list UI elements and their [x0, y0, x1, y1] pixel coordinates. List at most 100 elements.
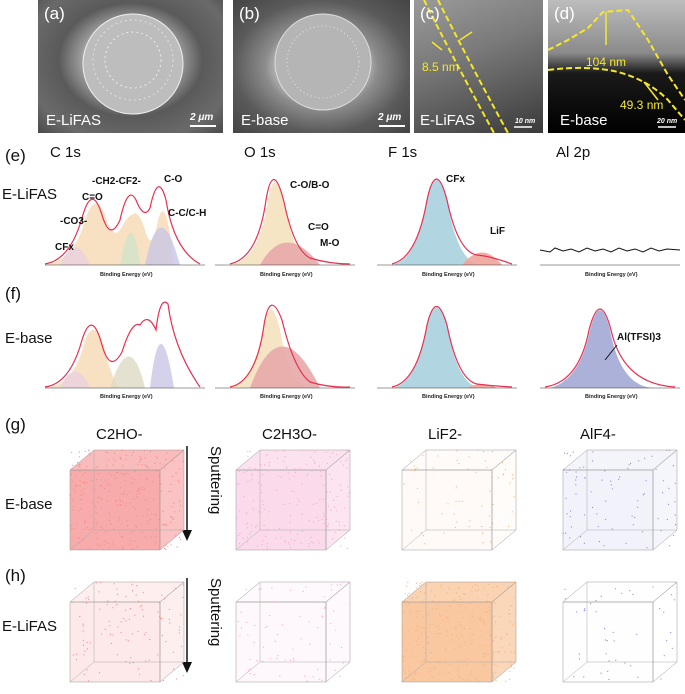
cube-dot [469, 627, 471, 629]
cube-dot [158, 474, 160, 477]
cube-dot [487, 653, 489, 655]
cube-dot [293, 490, 295, 492]
cube-dot [247, 451, 249, 453]
cube-dot [135, 526, 137, 528]
cube-dot [595, 611, 597, 613]
cube-dot [83, 654, 85, 656]
cube-dot [122, 493, 125, 495]
cube-dot [238, 470, 240, 472]
cube-dot [290, 538, 292, 541]
panel-label-a: (a) [44, 4, 65, 23]
ion-title-2: C2H3O- [262, 426, 318, 443]
cube-dot [674, 501, 676, 503]
cube-dot [108, 519, 110, 521]
cube-dot [75, 475, 78, 477]
cube-dot [236, 483, 238, 485]
cube-dot [415, 582, 418, 584]
cube-dot [495, 671, 497, 673]
cube-dot [330, 589, 333, 591]
cube-dot [158, 601, 160, 603]
cube-dot [293, 539, 296, 542]
cube-dot [263, 464, 266, 466]
cube-dot [84, 650, 86, 652]
cube-dot [608, 660, 610, 662]
cube-dot [119, 499, 121, 501]
cube-dot [501, 462, 503, 464]
cube-dot [584, 477, 586, 479]
cube-dot [91, 528, 93, 530]
cube-dot [493, 664, 495, 666]
cube-dot [440, 633, 442, 635]
cube-dot [513, 623, 515, 625]
cube-dot [125, 639, 127, 641]
cube-dot [458, 621, 460, 623]
cube-dot [150, 536, 152, 538]
cube-dot [575, 476, 578, 478]
cube-dot [106, 604, 108, 606]
cube-dot [119, 533, 121, 535]
cube-dot [70, 473, 73, 476]
cube-dot [120, 631, 122, 633]
cube-dot [274, 640, 276, 642]
cube-dot [164, 597, 166, 600]
cube-dot [254, 468, 256, 470]
cube-dot [481, 525, 483, 528]
cube-dot [118, 516, 120, 518]
cube-dot [143, 488, 145, 490]
annot-m-o: M-O [320, 238, 340, 249]
cube-dot [595, 600, 597, 602]
cube-dot [136, 545, 138, 548]
cube-dot [92, 522, 94, 524]
cube-dot [632, 593, 634, 596]
cube-dot [301, 530, 303, 532]
cube-dot [668, 487, 670, 489]
cube-dot [410, 460, 412, 462]
cube-dot [136, 496, 138, 498]
cube-dot [578, 658, 581, 660]
cube-dot [135, 524, 137, 526]
cube-dot [458, 675, 460, 677]
cube-dot [458, 500, 460, 503]
cube-dot [178, 500, 180, 502]
cube-dot [90, 515, 92, 517]
cube-dot [157, 611, 159, 613]
cube-dot [464, 593, 466, 595]
cube-dot [630, 462, 632, 465]
cube-dot [75, 653, 78, 655]
cube-dot [147, 523, 149, 525]
cube-dot [416, 610, 418, 613]
cube-dot [275, 537, 277, 539]
cube-dot [245, 523, 247, 525]
cube-face [69, 469, 161, 551]
cube-dot [421, 653, 423, 655]
cube-dot [284, 539, 286, 541]
cube-dot [461, 636, 463, 638]
cube-edge [235, 661, 261, 683]
cube-dot [239, 532, 241, 534]
cube-dot [120, 458, 122, 460]
cube-dot [444, 648, 446, 650]
cube-dot [302, 449, 304, 451]
cube-dot [488, 515, 491, 517]
cube-dot [333, 506, 335, 508]
cube-dot [467, 468, 469, 470]
cube-dot [262, 540, 264, 542]
scale-a: 2 μm [190, 112, 214, 123]
cube-dot [236, 517, 238, 519]
cube-dot [461, 500, 463, 502]
cube-dot [668, 449, 671, 451]
cube-dot [424, 543, 426, 545]
cube-dot [307, 473, 309, 475]
cube-dot [180, 614, 182, 616]
cube-dot [325, 451, 327, 454]
cube-dot [264, 535, 267, 537]
cube-dot [76, 659, 78, 661]
cube-dot [322, 498, 324, 500]
cube-dot [513, 496, 515, 498]
cube-dot [631, 515, 633, 517]
cube-face [562, 601, 654, 683]
cube-dot [492, 677, 494, 679]
cube-dot [172, 651, 174, 653]
annot-cfx-c1s-e: CFx [55, 242, 74, 253]
cube-dot [141, 532, 143, 534]
